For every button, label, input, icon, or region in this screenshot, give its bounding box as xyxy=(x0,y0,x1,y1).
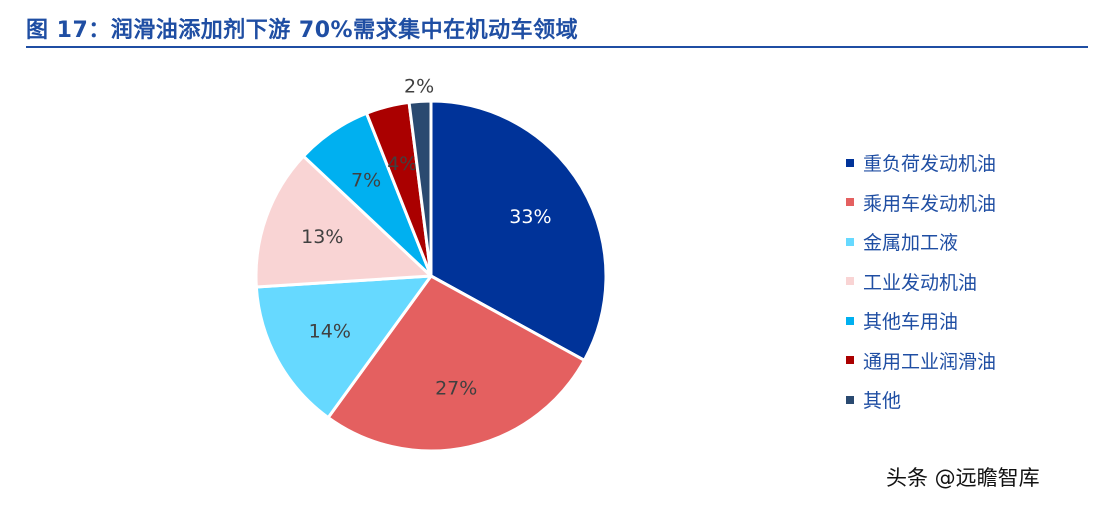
pie-slice-2 xyxy=(254,274,433,420)
legend-label-0: 重负荷发动机油 xyxy=(863,153,997,176)
watermark: 头条 @远瞻智库 xyxy=(886,466,1040,490)
legend-swatch-1 xyxy=(846,198,854,207)
legend-swatch-6 xyxy=(846,395,854,404)
legend-label-2: 金属加工液 xyxy=(863,232,959,255)
legend-item-5: 通用工业润滑油 xyxy=(846,341,996,381)
legend-label-5: 通用工业润滑油 xyxy=(863,350,997,373)
legend-item-1: 乘用车发动机油 xyxy=(846,183,996,223)
legend-label-3: 工业发动机油 xyxy=(863,271,978,294)
legend-label-1: 乘用车发动机油 xyxy=(863,192,997,215)
legend-swatch-3 xyxy=(846,277,854,286)
pie-slice-label-4: 7% xyxy=(351,170,381,192)
pie-slice-label-1: 27% xyxy=(435,378,477,400)
legend-swatch-2 xyxy=(846,237,854,246)
pie-slice-label-3: 13% xyxy=(301,226,343,248)
pie-slice-label-5: 4% xyxy=(387,153,417,175)
legend-item-2: 金属加工液 xyxy=(846,222,996,262)
legend-swatch-0 xyxy=(846,158,854,167)
pie-slice-label-6: 2% xyxy=(404,75,434,97)
pie-slice-6 xyxy=(407,99,433,278)
legend-label-4: 其他车用油 xyxy=(863,311,959,334)
pie-slice-3 xyxy=(254,154,433,289)
legend-item-6: 其他 xyxy=(846,380,996,420)
chart-legend: 重负荷发动机油 乘用车发动机油 金属加工液工业发动机油 其他车用油通用工业润滑油 其他 xyxy=(846,143,996,420)
legend-swatch-4 xyxy=(846,316,854,325)
pie-slice-0 xyxy=(429,99,608,362)
figure-title: 图 17：润滑油添加剂下游 70%需求集中在机动车领域 xyxy=(26,18,579,43)
title-underline xyxy=(26,46,1088,48)
legend-label-6: 其他 xyxy=(863,390,902,413)
pie-slice-label-2: 14% xyxy=(309,321,351,343)
legend-item-3: 工业发动机油 xyxy=(846,262,996,302)
pie-slice-label-0: 33% xyxy=(509,206,551,228)
pie-slice-1 xyxy=(326,274,586,453)
legend-swatch-5 xyxy=(846,356,854,365)
legend-item-0: 重负荷发动机油 xyxy=(846,143,996,183)
legend-item-4: 其他车用油 xyxy=(846,301,996,341)
